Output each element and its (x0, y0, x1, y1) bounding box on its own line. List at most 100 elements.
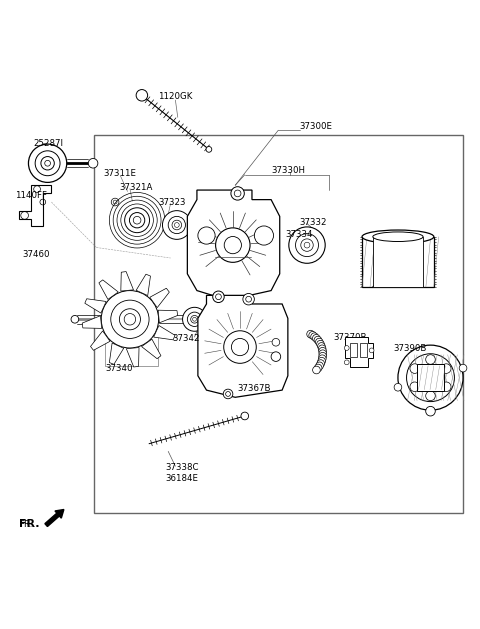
Circle shape (317, 360, 324, 367)
Bar (94, 135, 463, 513)
Polygon shape (99, 280, 118, 299)
Circle shape (312, 335, 320, 342)
Polygon shape (142, 339, 161, 359)
Circle shape (311, 333, 318, 340)
Circle shape (394, 384, 402, 391)
Circle shape (319, 347, 326, 355)
Polygon shape (345, 338, 373, 367)
Circle shape (271, 352, 281, 362)
Circle shape (318, 355, 326, 362)
Text: 37330H: 37330H (271, 167, 305, 175)
Circle shape (319, 352, 326, 360)
Polygon shape (85, 299, 106, 313)
Circle shape (344, 360, 349, 365)
Text: 37338C: 37338C (166, 463, 199, 472)
Circle shape (442, 364, 451, 374)
Text: 37342: 37342 (172, 334, 200, 343)
Circle shape (120, 309, 141, 330)
Circle shape (243, 294, 254, 305)
Circle shape (312, 366, 320, 374)
Circle shape (319, 350, 326, 357)
Polygon shape (198, 296, 288, 398)
Circle shape (172, 220, 181, 230)
Polygon shape (126, 348, 139, 367)
Circle shape (307, 330, 314, 338)
Text: 37323: 37323 (158, 198, 186, 206)
Ellipse shape (373, 232, 423, 242)
Text: 37321A: 37321A (120, 182, 153, 192)
Circle shape (316, 362, 324, 370)
Text: 1140FF: 1140FF (15, 191, 47, 200)
Circle shape (71, 316, 79, 323)
Circle shape (318, 345, 326, 353)
Circle shape (182, 308, 206, 331)
Circle shape (318, 357, 325, 365)
Text: 36184E: 36184E (166, 474, 199, 482)
Circle shape (223, 389, 233, 399)
Bar (350, 343, 357, 357)
Text: 37370B: 37370B (333, 333, 367, 342)
Text: 37367B: 37367B (238, 384, 271, 393)
Circle shape (224, 331, 256, 364)
Polygon shape (91, 331, 110, 350)
Circle shape (162, 211, 191, 240)
Circle shape (315, 338, 323, 346)
Circle shape (459, 364, 467, 372)
FancyArrow shape (45, 509, 64, 526)
Circle shape (254, 226, 274, 245)
Circle shape (426, 406, 435, 416)
Bar (417, 364, 444, 391)
Text: FR.: FR. (19, 520, 32, 528)
Text: 37390B: 37390B (393, 345, 427, 353)
Circle shape (206, 147, 212, 152)
Circle shape (398, 345, 463, 410)
Circle shape (289, 227, 325, 264)
Text: 1120GK: 1120GK (158, 92, 192, 101)
Circle shape (198, 227, 215, 244)
Bar (362, 237, 434, 287)
Circle shape (136, 89, 148, 101)
Polygon shape (158, 310, 178, 323)
Text: 37340: 37340 (105, 364, 132, 372)
Polygon shape (150, 288, 169, 308)
Circle shape (426, 355, 435, 364)
Circle shape (101, 291, 158, 348)
Polygon shape (136, 274, 150, 296)
Bar (105, 336, 157, 365)
Circle shape (426, 391, 435, 401)
Circle shape (317, 340, 324, 348)
Circle shape (88, 159, 98, 168)
Bar (229, 376, 277, 389)
Circle shape (216, 228, 250, 262)
Text: 37332: 37332 (300, 218, 327, 227)
Circle shape (272, 338, 280, 346)
Polygon shape (109, 343, 124, 364)
Circle shape (314, 337, 322, 344)
Circle shape (301, 239, 313, 252)
Ellipse shape (362, 230, 434, 243)
Polygon shape (82, 316, 102, 328)
Circle shape (410, 382, 420, 392)
Circle shape (407, 353, 455, 401)
Circle shape (241, 412, 249, 420)
Text: FR.: FR. (19, 519, 39, 529)
Circle shape (314, 364, 322, 372)
Circle shape (442, 382, 451, 392)
Circle shape (369, 348, 374, 353)
Polygon shape (187, 190, 280, 300)
Circle shape (231, 187, 244, 200)
Polygon shape (19, 186, 51, 226)
Bar (360, 343, 367, 357)
Text: 25287I: 25287I (33, 138, 63, 148)
Polygon shape (154, 326, 175, 340)
Text: 37460: 37460 (22, 250, 50, 259)
Text: 37334: 37334 (286, 230, 313, 238)
Circle shape (28, 144, 67, 182)
Circle shape (309, 331, 316, 339)
Text: 37311E: 37311E (104, 169, 137, 178)
Circle shape (344, 345, 349, 350)
Circle shape (213, 291, 224, 303)
Circle shape (191, 316, 198, 323)
Bar (373, 237, 423, 287)
Text: 37300E: 37300E (300, 123, 333, 131)
